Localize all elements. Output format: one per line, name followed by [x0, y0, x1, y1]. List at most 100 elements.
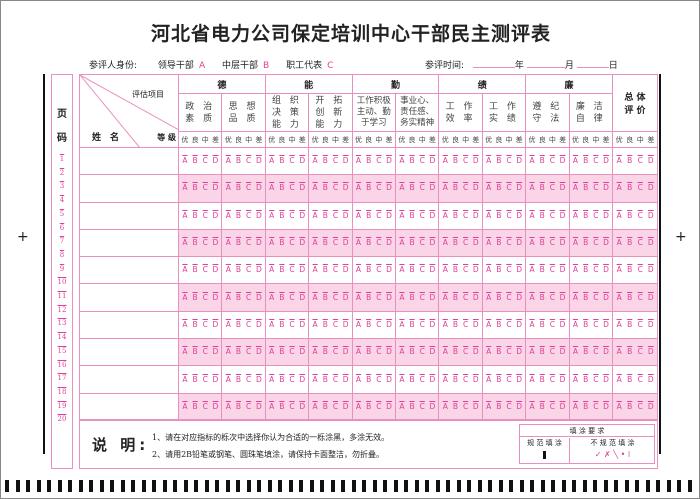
choice-bubble[interactable]: C — [289, 401, 295, 411]
choice-bubble[interactable]: B — [366, 319, 372, 329]
choice-bubble[interactable]: B — [627, 183, 633, 193]
choice-bubble[interactable]: C — [202, 156, 208, 166]
choice-bubble[interactable]: A — [442, 183, 448, 193]
choice-bubble[interactable]: B — [322, 238, 328, 248]
choice-bubble[interactable]: A — [269, 401, 275, 411]
choice-bubble[interactable]: C — [549, 401, 556, 411]
choice-bubble[interactable]: A — [312, 401, 318, 411]
choice-bubble[interactable]: D — [603, 374, 609, 384]
name-cell[interactable] — [79, 146, 179, 176]
choice-bubble[interactable]: D — [647, 238, 654, 248]
choice-bubble[interactable]: C — [462, 374, 469, 384]
choice-bubble[interactable]: B — [627, 238, 633, 248]
choice-bubble[interactable]: C — [506, 319, 512, 329]
choice-bubble[interactable]: A — [269, 347, 275, 357]
page-number[interactable]: 4 — [59, 196, 65, 205]
choice-bubble[interactable]: D — [342, 319, 349, 329]
choice-bubble[interactable]: A — [486, 319, 492, 329]
choice-bubble[interactable]: A — [225, 183, 231, 193]
choice-bubble[interactable]: B — [322, 401, 328, 411]
choice-bubble[interactable]: D — [299, 347, 306, 357]
choice-bubble[interactable]: A — [486, 347, 492, 357]
choice-bubble[interactable]: B — [322, 319, 328, 329]
choice-bubble[interactable]: D — [386, 401, 392, 411]
choice-bubble[interactable]: A — [312, 210, 318, 220]
choice-bubble[interactable]: A — [355, 319, 362, 329]
choice-bubble[interactable]: D — [559, 401, 566, 411]
choice-bubble[interactable]: D — [299, 401, 306, 411]
choice-bubble[interactable]: B — [366, 374, 372, 384]
choice-bubble[interactable]: C — [462, 210, 469, 220]
choice-bubble[interactable]: D — [429, 374, 436, 384]
choice-bubble[interactable]: D — [255, 210, 262, 220]
choice-bubble[interactable]: D — [647, 347, 654, 357]
choice-bubble[interactable]: B — [366, 183, 372, 193]
choice-bubble[interactable]: A — [312, 156, 318, 166]
choice-bubble[interactable]: A — [355, 374, 362, 384]
choice-bubble[interactable]: A — [442, 265, 448, 275]
choice-bubble[interactable]: D — [212, 265, 219, 275]
choice-bubble[interactable]: C — [506, 401, 512, 411]
page-number[interactable]: 5 — [59, 209, 65, 218]
choice-bubble[interactable]: D — [299, 374, 306, 384]
choice-bubble[interactable]: A — [486, 401, 492, 411]
choice-bubble[interactable]: A — [355, 347, 362, 357]
choice-bubble[interactable]: C — [246, 374, 252, 384]
choice-bubble[interactable]: C — [289, 238, 295, 248]
choice-bubble[interactable]: D — [255, 292, 262, 302]
choice-bubble[interactable]: A — [355, 183, 362, 193]
choice-bubble[interactable]: D — [429, 265, 436, 275]
choice-bubble[interactable]: D — [386, 210, 392, 220]
choice-bubble[interactable]: C — [462, 156, 469, 166]
choice-bubble[interactable]: A — [529, 183, 535, 193]
choice-bubble[interactable]: D — [647, 401, 654, 411]
choice-bubble[interactable]: A — [529, 156, 535, 166]
choice-bubble[interactable]: D — [212, 183, 219, 193]
choice-bubble[interactable]: A — [225, 265, 231, 275]
choice-bubble[interactable]: C — [549, 183, 556, 193]
choice-bubble[interactable]: C — [506, 374, 512, 384]
identity-leader-bubble[interactable]: A — [198, 61, 206, 71]
page-number[interactable]: 9 — [59, 264, 65, 273]
choice-bubble[interactable]: B — [583, 156, 589, 166]
choice-bubble[interactable]: A — [616, 292, 622, 302]
choice-bubble[interactable]: C — [637, 210, 643, 220]
choice-bubble[interactable]: B — [279, 238, 285, 248]
choice-bubble[interactable]: B — [496, 156, 502, 166]
choice-bubble[interactable]: B — [192, 347, 198, 357]
choice-bubble[interactable]: D — [255, 401, 262, 411]
choice-bubble[interactable]: B — [583, 319, 589, 329]
choice-bubble[interactable]: C — [593, 374, 599, 384]
choice-bubble[interactable]: D — [429, 238, 436, 248]
choice-bubble[interactable]: D — [559, 265, 566, 275]
choice-bubble[interactable]: C — [549, 156, 556, 166]
choice-bubble[interactable]: B — [322, 347, 328, 357]
choice-bubble[interactable]: D — [559, 210, 566, 220]
name-cell[interactable] — [79, 365, 179, 394]
choice-bubble[interactable]: C — [332, 265, 339, 275]
choice-bubble[interactable]: A — [399, 292, 405, 302]
choice-bubble[interactable]: B — [496, 374, 502, 384]
choice-bubble[interactable]: B — [583, 292, 589, 302]
choice-bubble[interactable]: A — [182, 292, 188, 302]
choice-bubble[interactable]: C — [419, 347, 425, 357]
choice-bubble[interactable]: B — [496, 347, 502, 357]
choice-bubble[interactable]: D — [647, 292, 654, 302]
choice-bubble[interactable]: C — [202, 401, 208, 411]
choice-bubble[interactable]: D — [255, 183, 262, 193]
choice-bubble[interactable]: C — [549, 347, 556, 357]
choice-bubble[interactable]: B — [279, 319, 285, 329]
choice-bubble[interactable]: C — [419, 401, 425, 411]
choice-bubble[interactable]: B — [583, 210, 589, 220]
choice-bubble[interactable]: B — [409, 319, 415, 329]
choice-bubble[interactable]: B — [192, 374, 198, 384]
choice-bubble[interactable]: B — [366, 156, 372, 166]
choice-bubble[interactable]: B — [235, 347, 242, 357]
choice-bubble[interactable]: B — [322, 156, 328, 166]
page-number[interactable]: 18 — [57, 387, 67, 396]
choice-bubble[interactable]: C — [506, 156, 512, 166]
choice-bubble[interactable]: B — [496, 319, 502, 329]
choice-bubble[interactable]: D — [429, 347, 436, 357]
choice-bubble[interactable]: A — [529, 292, 535, 302]
choice-bubble[interactable]: A — [182, 347, 188, 357]
